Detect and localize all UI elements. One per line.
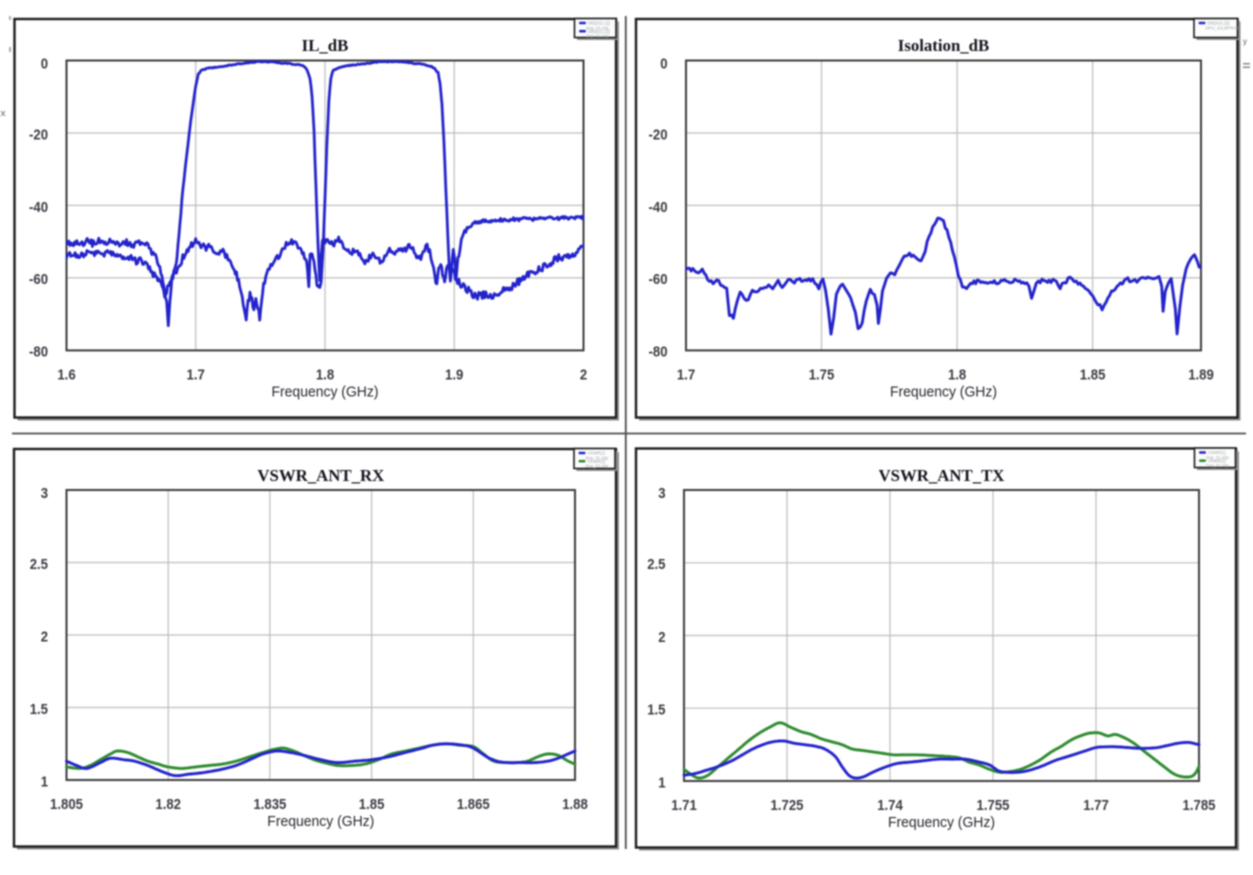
svg-text:-60: -60 — [29, 272, 48, 288]
svg-text:1.835: 1.835 — [253, 797, 286, 813]
svg-text:VSWR(1): VSWR(1) — [1208, 450, 1226, 455]
svg-text:Dup_01.s3p: Dup_01.s3p — [1206, 455, 1229, 460]
svg-text:1.865: 1.865 — [457, 797, 490, 813]
svg-text:-20: -20 — [649, 127, 668, 143]
svg-text:1.5: 1.5 — [30, 702, 48, 718]
svg-text:2: 2 — [580, 367, 587, 383]
svg-text:Frequency (GHz): Frequency (GHz) — [272, 384, 379, 401]
svg-text:1.8: 1.8 — [948, 367, 966, 383]
svg-text:1.85: 1.85 — [1080, 367, 1106, 383]
svg-text:0: 0 — [660, 57, 667, 73]
svg-text:VSWR(2): VSWR(2) — [588, 459, 606, 464]
svg-text:2: 2 — [41, 629, 48, 645]
svg-text:-20: -20 — [29, 127, 48, 143]
svg-text:3: 3 — [658, 486, 665, 502]
svg-text:VSWR(2): VSWR(2) — [1208, 458, 1226, 463]
svg-text:2.5: 2.5 — [647, 557, 665, 573]
svg-text:VSWR_ANT_TX: VSWR_ANT_TX — [879, 466, 1005, 485]
svg-text:IL_dB: IL_dB — [302, 36, 349, 55]
svg-text:Dup_01.s3p: Dup_01.s3p — [586, 34, 609, 39]
svg-text:3: 3 — [41, 486, 48, 502]
svg-text:-40: -40 — [29, 200, 48, 216]
svg-text:DB(|S(2,1)|): DB(|S(2,1)|) — [588, 21, 611, 26]
svg-text:DPU_JULBPPAU: DPU_JULBPPAU — [1206, 25, 1239, 30]
svg-text:Isolation_dB: Isolation_dB — [898, 36, 989, 55]
svg-text:1.8: 1.8 — [316, 367, 334, 383]
svg-text:-80: -80 — [649, 345, 668, 361]
svg-text:Dup_01.s3p: Dup_01.s3p — [586, 25, 609, 30]
svg-text:1.74: 1.74 — [877, 798, 903, 814]
svg-text:-40: -40 — [649, 200, 668, 216]
svg-text:Frequency (GHz): Frequency (GHz) — [888, 814, 995, 831]
svg-text:Dup_01.s3p: Dup_01.s3p — [586, 455, 609, 460]
svg-text:DB(|S(3,1)|): DB(|S(3,1)|) — [588, 29, 611, 34]
svg-text:1.77: 1.77 — [1083, 798, 1109, 814]
svg-text:2.5: 2.5 — [30, 557, 48, 573]
svg-text:1.785: 1.785 — [1183, 798, 1216, 814]
svg-text:VSWR(1): VSWR(1) — [588, 451, 606, 456]
svg-text:VSWR_ANT_RX: VSWR_ANT_RX — [257, 466, 384, 485]
svg-text:Frequency (GHz): Frequency (GHz) — [890, 384, 997, 401]
svg-text:Dup_01.s3p: Dup_01.s3p — [1206, 463, 1229, 468]
svg-text:1.755: 1.755 — [977, 798, 1010, 814]
svg-text:1.725: 1.725 — [771, 798, 804, 814]
svg-text:1: 1 — [41, 774, 48, 790]
svg-text:1.88: 1.88 — [562, 797, 588, 813]
svg-text:1.71: 1.71 — [671, 798, 697, 814]
svg-text:-60: -60 — [649, 272, 668, 288]
svg-text:1: 1 — [658, 775, 665, 791]
svg-text:1.5: 1.5 — [647, 703, 665, 719]
svg-text:1.6: 1.6 — [57, 367, 75, 383]
svg-text:1.82: 1.82 — [155, 797, 181, 813]
svg-text:1.7: 1.7 — [187, 367, 205, 383]
svg-text:1.75: 1.75 — [809, 367, 835, 383]
svg-text:-80: -80 — [29, 345, 48, 361]
svg-text:y: y — [1243, 37, 1247, 46]
svg-text:0: 0 — [41, 57, 48, 73]
svg-text:Dup_01.s3p: Dup_01.s3p — [586, 464, 609, 469]
svg-text:Frequency (GHz): Frequency (GHz) — [267, 813, 374, 830]
svg-text:1.9: 1.9 — [445, 367, 463, 383]
svg-text:1.85: 1.85 — [359, 797, 385, 813]
svg-text:1.89: 1.89 — [1188, 367, 1214, 383]
svg-text:2: 2 — [658, 630, 665, 646]
svg-text:1.7: 1.7 — [677, 367, 695, 383]
svg-text:DB(|S(3,2)|): DB(|S(3,2)|) — [1208, 21, 1231, 26]
svg-text:1.805: 1.805 — [50, 797, 83, 813]
